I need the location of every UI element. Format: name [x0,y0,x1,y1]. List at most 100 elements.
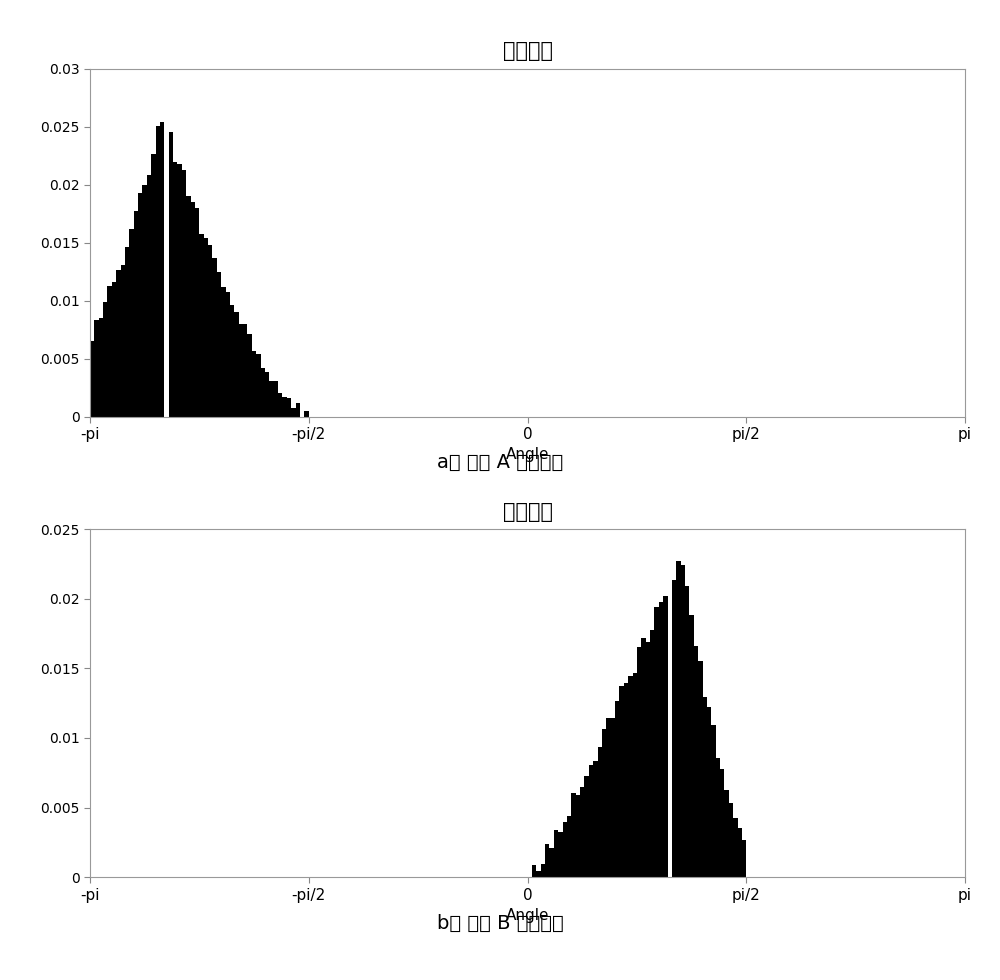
Bar [195,208,199,416]
Bar [742,840,746,877]
Bar [274,381,278,416]
Bar [269,380,274,416]
Bar [729,804,733,877]
Bar [637,648,641,877]
Bar [598,747,602,877]
X-axis label: Angle: Angle [506,448,549,463]
Bar [641,638,646,877]
Bar [121,265,125,416]
Bar [576,795,580,877]
Bar [261,368,265,416]
Bar [177,165,182,416]
Bar [615,701,619,877]
Bar [208,245,212,416]
Bar [278,393,282,416]
Bar [296,403,300,416]
Bar [694,646,698,877]
Bar [107,286,112,416]
Bar [668,590,672,877]
Bar [103,302,107,416]
Bar [738,828,742,877]
Bar [112,282,116,416]
Text: b） 对象 B 角直方图: b） 对象 B 角直方图 [437,913,563,933]
Bar [703,697,707,877]
Bar [567,815,571,877]
Bar [291,408,296,416]
Bar [191,203,195,416]
Bar [265,371,269,416]
Bar [138,193,142,416]
Bar [199,234,204,416]
Bar [549,848,554,877]
Bar [226,292,230,416]
Bar [304,412,309,416]
Bar [221,287,226,416]
Bar [147,175,151,416]
Bar [711,725,716,877]
Bar [633,673,637,877]
Bar [707,708,711,877]
Bar [580,787,584,877]
Bar [563,822,567,877]
Bar [611,718,615,877]
Bar [169,132,173,416]
Bar [606,717,611,877]
Bar [243,324,247,416]
Bar [724,790,729,877]
Bar [116,270,121,416]
Bar [536,871,541,877]
Bar [681,565,685,877]
Text: a） 对象 A 角直方图: a） 对象 A 角直方图 [437,453,563,472]
Bar [134,211,138,416]
Bar [733,818,738,877]
Bar [541,863,545,877]
Bar [672,580,676,877]
Bar [676,562,681,877]
Bar [234,313,239,416]
Bar [532,864,536,877]
Bar [720,769,724,877]
Bar [125,247,129,416]
Bar [282,397,287,416]
Bar [698,662,703,877]
Title: 角直方图: 角直方图 [503,41,552,62]
Bar [247,334,252,416]
Bar [619,686,624,877]
Bar [239,323,243,416]
X-axis label: Angle: Angle [506,908,549,923]
Bar [129,228,134,416]
Bar [256,354,261,416]
Bar [186,196,191,416]
Bar [545,844,549,877]
Title: 角直方图: 角直方图 [503,502,552,522]
Bar [217,272,221,416]
Bar [99,318,103,416]
Bar [160,122,164,416]
Bar [90,341,94,416]
Bar [212,258,217,416]
Bar [554,830,558,877]
Bar [94,320,99,416]
Bar [716,758,720,877]
Bar [689,614,694,877]
Bar [204,238,208,416]
Bar [151,155,156,416]
Bar [624,683,628,877]
Bar [173,162,177,416]
Bar [156,126,160,416]
Bar [628,676,633,877]
Bar [659,602,663,877]
Bar [663,596,668,877]
Bar [654,607,659,877]
Bar [558,832,563,877]
Bar [230,305,234,416]
Bar [252,351,256,416]
Bar [182,171,186,416]
Bar [142,185,147,416]
Bar [602,729,606,877]
Bar [646,642,650,877]
Bar [584,776,589,877]
Bar [164,128,169,416]
Bar [287,398,291,416]
Bar [589,765,593,877]
